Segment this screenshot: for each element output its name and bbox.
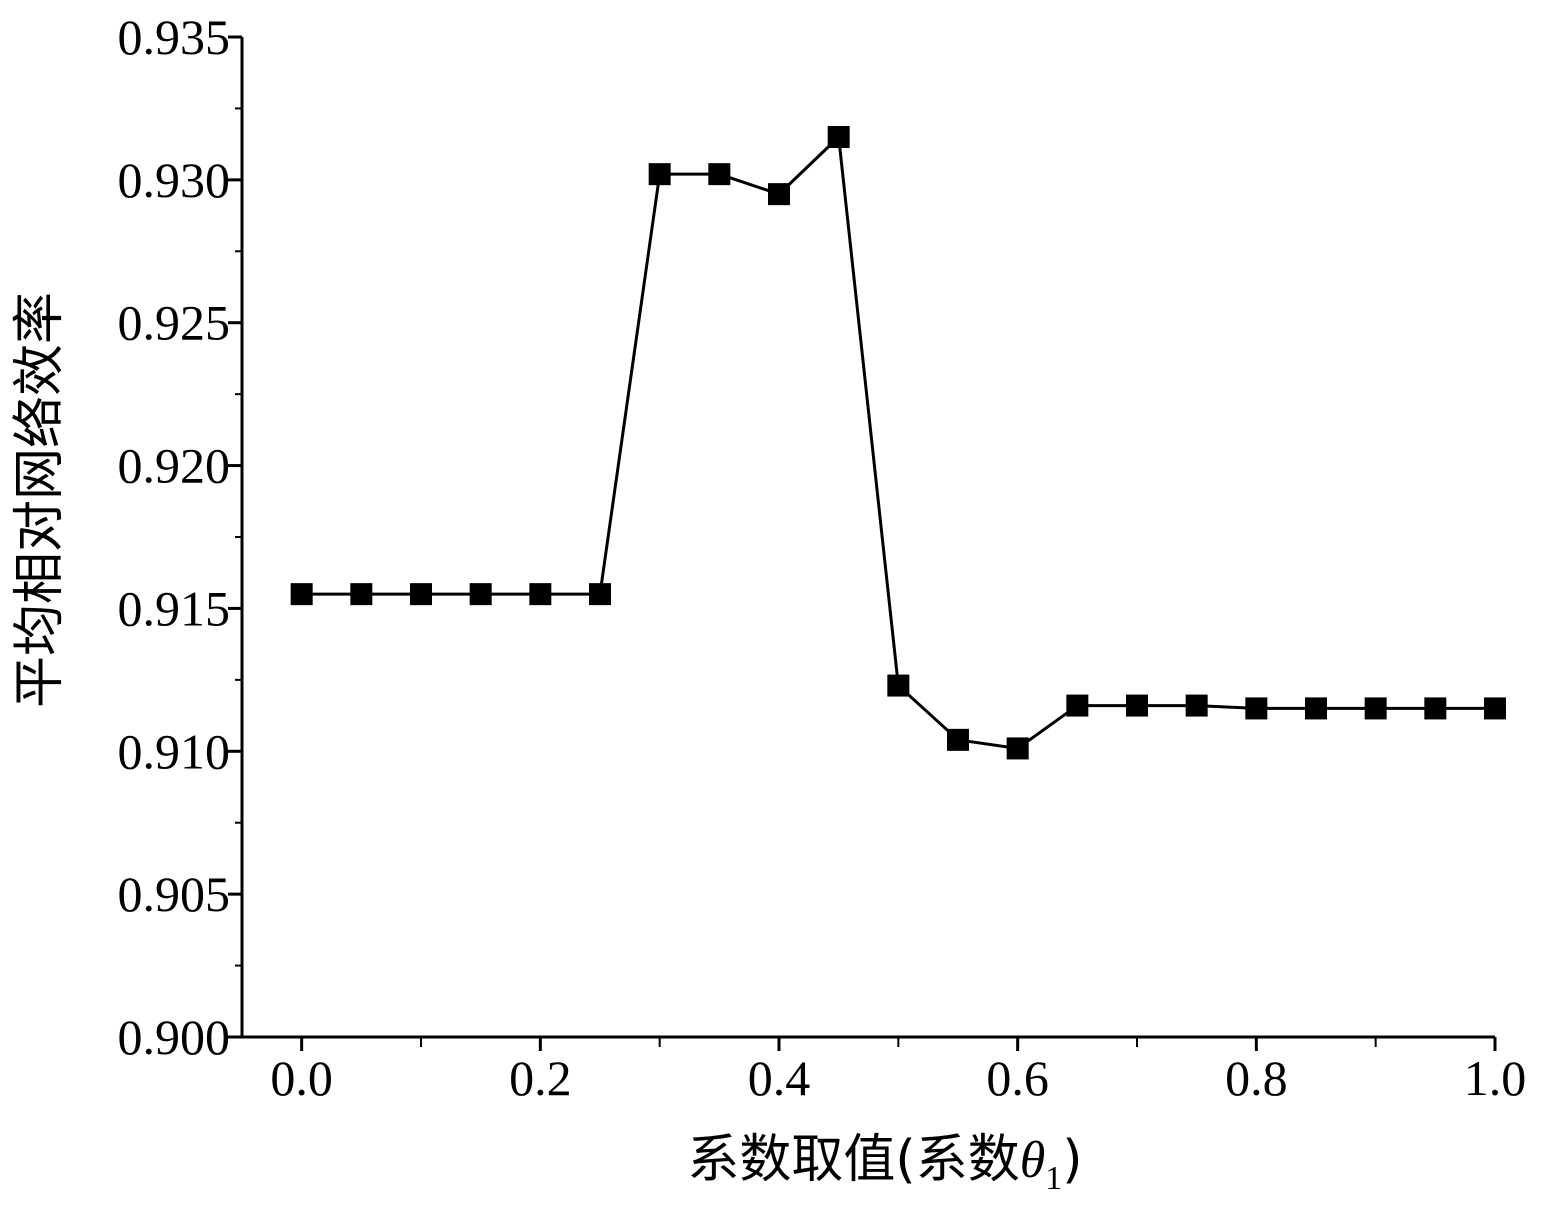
data-point-marker xyxy=(290,583,313,606)
y-tick-label: 0.925 xyxy=(118,295,231,351)
data-point-marker xyxy=(648,163,671,186)
data-point-marker xyxy=(768,183,790,206)
data-point-marker xyxy=(1006,737,1029,760)
data-point-marker xyxy=(1245,697,1268,720)
data-point-marker xyxy=(529,583,552,606)
data-point-marker xyxy=(708,163,731,186)
x-ticks: 0.0 0.2 0.4 0.6 0.8 1.0 xyxy=(270,1037,1526,1106)
series-line xyxy=(301,133,1495,750)
y-tick-label: 0.915 xyxy=(118,580,231,636)
x-tick-label: 1.0 xyxy=(1464,1050,1527,1106)
data-point-marker xyxy=(1424,697,1447,720)
data-point-marker xyxy=(1066,694,1089,717)
data-point-marker xyxy=(1185,694,1208,717)
series-line-group xyxy=(301,133,1495,750)
y-tick-label: 0.900 xyxy=(118,1009,231,1065)
y-tick-label: 0.905 xyxy=(118,866,231,922)
data-markers xyxy=(290,126,1506,760)
data-point-marker xyxy=(1364,697,1387,720)
data-point-marker xyxy=(887,674,910,697)
y-ticks: 0.900 0.905 0.910 0.915 0.920 0.925 0.930 0.935 xyxy=(118,9,242,1065)
data-point-marker xyxy=(350,583,373,606)
data-point-marker xyxy=(1126,694,1148,717)
y-axis-title: 平均相对网络效率 xyxy=(10,292,70,708)
data-point-marker xyxy=(1484,697,1506,720)
x-tick-label: 0.2 xyxy=(509,1050,572,1106)
y-tick-label: 0.910 xyxy=(118,723,231,779)
data-point-marker xyxy=(1305,697,1327,720)
data-point-marker xyxy=(947,728,969,751)
data-point-marker xyxy=(827,126,850,148)
x-axis-title: 系数取值(系数θ1) xyxy=(687,1130,1082,1197)
data-point-marker xyxy=(469,583,492,606)
data-point-marker xyxy=(589,583,611,606)
x-tick-label: 0.4 xyxy=(748,1050,811,1106)
y-tick-label: 0.935 xyxy=(118,9,231,65)
y-tick-label: 0.920 xyxy=(118,438,231,494)
x-tick-label: 0.0 xyxy=(270,1050,333,1106)
y-tick-label: 0.930 xyxy=(118,152,231,208)
x-tick-label: 0.8 xyxy=(1225,1050,1288,1106)
x-tick-label: 0.6 xyxy=(986,1050,1049,1106)
data-point-marker xyxy=(410,583,432,606)
